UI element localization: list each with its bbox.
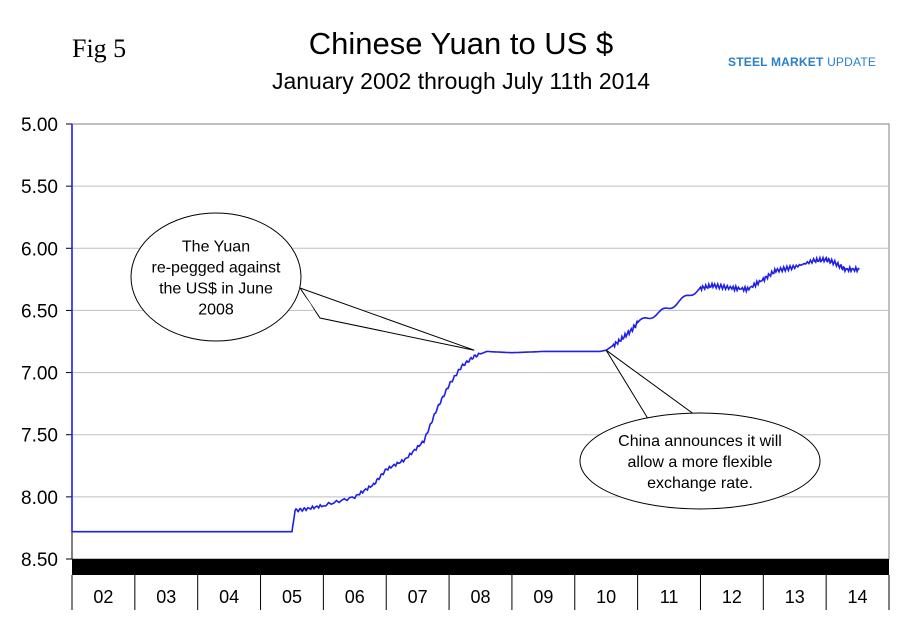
y-tick-label: 7.50	[21, 426, 58, 447]
x-tick-label: 06	[345, 587, 365, 607]
y-tick-label: 5.00	[21, 115, 58, 136]
annotation-bubble	[130, 212, 302, 342]
annotation-text: the US$ in June	[159, 281, 273, 298]
y-tick-label: 7.00	[21, 364, 58, 385]
annotation-bubble	[579, 412, 821, 510]
chart-subtitle: January 2002 through July 11th 2014	[271, 68, 651, 94]
x-tick-label: 04	[219, 587, 239, 607]
annotation-text: The Yuan	[182, 239, 250, 256]
x-tick-label: 07	[408, 587, 428, 607]
annotation-text: 2008	[198, 302, 234, 319]
x-tick-label: 11	[660, 587, 679, 607]
x-tick-label: 10	[596, 587, 616, 607]
y-tick-label: 5.50	[21, 177, 58, 198]
brand-logo: STEEL MARKET UPDATE	[728, 55, 876, 69]
annotation-pointer	[605, 349, 697, 423]
y-tick-label: 6.00	[21, 239, 58, 260]
annotation-pointer-seam	[653, 418, 692, 425]
x-tick-label: 09	[533, 587, 553, 607]
x-tick-label: 13	[785, 587, 805, 607]
y-tick-label: 8.50	[21, 550, 58, 571]
annotation-text: re-pegged against	[152, 260, 282, 277]
logo-brand-bold: STEEL MARKET	[728, 55, 824, 69]
y-tick-label: 8.00	[21, 488, 58, 509]
annotation-text: China announces it will	[618, 433, 782, 450]
annotation-text: exchange rate.	[647, 475, 753, 492]
annotation-text: allow a more flexible	[628, 454, 773, 471]
annotation-pointer	[298, 287, 475, 351]
x-axis-band	[72, 559, 889, 575]
series-line	[71, 124, 860, 533]
chart-title: Chinese Yuan to US $	[308, 26, 614, 61]
x-tick-label: 05	[282, 587, 302, 607]
x-tick-label: 14	[848, 587, 868, 607]
annotation-pointer-seam	[297, 286, 317, 315]
x-tick-label: 03	[156, 587, 176, 607]
logo-brand-light: UPDATE	[823, 55, 877, 69]
x-tick-label: 12	[722, 587, 742, 607]
figure-label: Fig 5	[72, 34, 127, 63]
y-tick-label: 6.50	[21, 301, 58, 322]
x-tick-label: 08	[470, 587, 490, 607]
x-tick-label: 02	[93, 587, 113, 607]
